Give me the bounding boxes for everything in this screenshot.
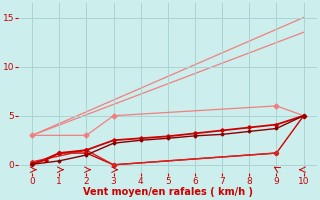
- X-axis label: Vent moyen/en rafales ( km/h ): Vent moyen/en rafales ( km/h ): [83, 187, 253, 197]
